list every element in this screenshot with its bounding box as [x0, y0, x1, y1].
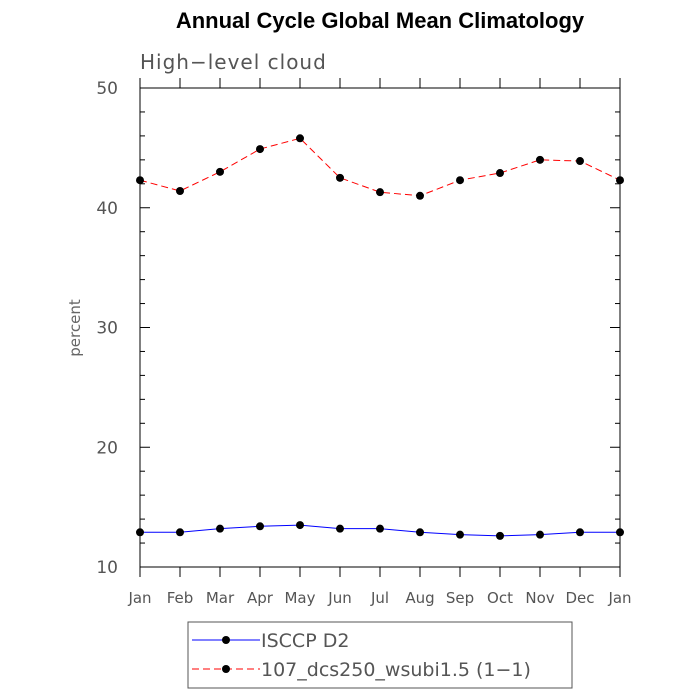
- series-1-point: [336, 524, 344, 533]
- y-tick-label: 50: [96, 79, 118, 99]
- series-1-point: [416, 528, 424, 537]
- series-1-point: [376, 524, 384, 533]
- series-2-point: [536, 155, 544, 164]
- x-tick-label: Apr: [247, 589, 274, 607]
- legend-label-1: ISCCP D2: [261, 630, 349, 652]
- x-tick-label: Feb: [167, 589, 194, 607]
- x-tick-label: Jan: [127, 589, 151, 607]
- x-tick-label: Jan: [607, 589, 631, 607]
- x-tick-label: Jun: [327, 589, 351, 607]
- series-1-point: [296, 521, 304, 530]
- y-tick-label: 40: [96, 199, 118, 219]
- legend-box: [187, 621, 573, 689]
- x-tick-label: Dec: [565, 589, 594, 607]
- x-tick-label: Nov: [525, 589, 554, 607]
- series-2-point: [336, 173, 344, 182]
- series-1-point: [536, 530, 544, 539]
- x-tick-label: Aug: [405, 589, 434, 607]
- series-1-point: [456, 530, 464, 539]
- series-1-point: [616, 528, 624, 537]
- x-tick-label: Sep: [446, 589, 474, 607]
- y-tick-label: 30: [96, 319, 118, 339]
- series-2-point: [576, 157, 584, 166]
- series-2-point: [416, 191, 424, 200]
- series-1-point: [136, 528, 144, 537]
- plot-axes: 10 20 30 40 50 Jan Feb Mar Apr May Jun Jul Aug Sep Oct…: [96, 78, 632, 607]
- legend-marker-1: [222, 636, 230, 644]
- series-1-point: [576, 528, 584, 537]
- x-tick-label: Oct: [487, 589, 513, 607]
- series-2-point: [176, 186, 184, 195]
- legend: ISCCP D2 107_dcs250_wsubi1.5 (1−1): [187, 621, 573, 689]
- series-2-point: [616, 176, 624, 185]
- y-tick-label: 10: [96, 558, 118, 578]
- x-tick-label: Mar: [206, 589, 235, 607]
- y-axis-label: percent: [66, 299, 84, 357]
- legend-label-2: 107_dcs250_wsubi1.5 (1−1): [261, 659, 531, 681]
- series-2-point: [216, 167, 224, 176]
- series-2-point: [376, 188, 384, 197]
- series-line-2: [139, 137, 621, 197]
- series-1-point: [256, 522, 264, 531]
- y-tick-label: 20: [96, 438, 118, 458]
- series-2-point: [496, 169, 504, 178]
- series-2-point: [256, 145, 264, 154]
- chart-subtitle: High−level cloud: [140, 50, 327, 74]
- series-2-point: [136, 176, 144, 185]
- chart-title: Annual Cycle Global Mean Climatology: [175, 8, 585, 33]
- legend-marker-2: [222, 665, 230, 673]
- x-tick-label: May: [284, 589, 315, 607]
- series-1-point: [176, 528, 184, 537]
- series-1-point: [216, 524, 224, 533]
- series-2-point: [296, 134, 304, 143]
- series-1-point: [496, 531, 504, 540]
- series-layer: [136, 134, 624, 540]
- x-tick-label: Jul: [370, 589, 389, 607]
- series-2-point: [456, 176, 464, 185]
